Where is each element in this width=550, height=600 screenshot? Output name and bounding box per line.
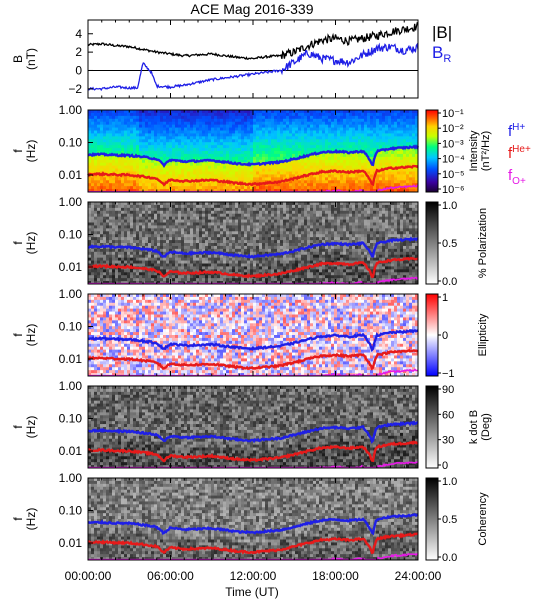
f-h-gyro-line (87, 328, 419, 352)
f-h-gyro-line (87, 420, 419, 444)
x-axis-tick-labels: 00:00:00 06:00:00 12:00:00 18:00:00 24:00:00 (65, 569, 442, 583)
b-total-line (87, 21, 419, 60)
colorbar (425, 109, 439, 193)
colorbar (425, 293, 439, 377)
f-he-gyro-line (87, 349, 419, 371)
y-axis-label: B(nT) (11, 48, 38, 70)
f-he-gyro-line (87, 256, 419, 279)
x-tick-label: 24:00:00 (395, 569, 442, 583)
colorbar-tick-label: 0.5 (442, 238, 457, 250)
y-tick-label: 1.00 (59, 195, 83, 209)
y-tick-label: 4 (75, 27, 82, 41)
y-tick-label: 0.01 (59, 168, 83, 182)
colorbar-label: Coherency (477, 492, 489, 546)
panel-polarization: 1.00 0.10 0.01 f(Hz) 1.0 0.5 0.0 % Polarization (11, 195, 489, 288)
y-tick-label: 1.00 (59, 287, 83, 301)
y-axis-label: f(Hz) (11, 232, 38, 255)
f-h-gyro-line (87, 513, 419, 536)
colorbar-tick-label: 1.0 (442, 476, 457, 488)
y-tick-label: 0.01 (59, 352, 83, 366)
legend-b-total: |B| (432, 23, 452, 42)
colorbar-tick-label: 0.0 (442, 276, 457, 288)
chart-title: ACE Mag 2016-339 (191, 1, 314, 17)
y-tick-label: 0.01 (59, 536, 83, 550)
x-tick-label: 00:00:00 (65, 569, 112, 583)
y-tick-label: 0.10 (59, 412, 83, 426)
y-axis-label: f(Hz) (11, 416, 38, 439)
colorbar-label: % Polarization (477, 208, 489, 278)
colorbar-tick-label: 10⁻² (442, 123, 464, 135)
colorbar (425, 201, 439, 285)
colorbar-label: Ellipticity (477, 313, 489, 356)
colorbar-tick-label: 10⁻³ (442, 138, 464, 150)
colorbar-tick-label: 30 (442, 435, 454, 447)
x-tick-label: 12:00:00 (230, 569, 277, 583)
x-tick-label: 06:00:00 (147, 569, 194, 583)
label-f-h: fH+ (508, 122, 525, 140)
colorbar-tick-label: 0 (442, 460, 448, 472)
y-tick-label: 1.00 (59, 103, 83, 117)
f-he-gyro-line (87, 532, 419, 555)
y-tick-label: 0.10 (59, 320, 83, 334)
spectrogram-image (88, 294, 419, 377)
f-he-gyro-line (87, 440, 419, 463)
colorbar (425, 385, 439, 469)
label-f-o: fO+ (508, 167, 526, 187)
colorbar-label: Intensity(nT²/Hz) (468, 130, 492, 171)
colorbar-tick-label: 90 (442, 384, 454, 396)
panel-wave-normal-angle: 1.00 0.10 0.01 f(Hz) 90 60 30 0 k dot B(Deg) (11, 379, 492, 472)
y-tick-label: 2 (75, 45, 82, 59)
colorbar (425, 477, 439, 561)
colorbar-tick-label: 0 (442, 330, 448, 342)
panel-magnetic-field: 4 2 0 −2 B(nT) |B|BR (11, 19, 452, 99)
f-h-gyro-line (88, 236, 419, 259)
spectrogram-image (88, 202, 419, 285)
y-axis-label: f(Hz) (11, 508, 38, 531)
x-axis-label: Time (UT) (225, 585, 279, 599)
y-tick-label: 0.10 (59, 136, 83, 150)
y-tick-label: 0.01 (59, 260, 83, 274)
panel-ellipticity: 1.00 0.10 0.01 f(Hz) 1 0 −1 Ellipticity (11, 287, 489, 380)
x-tick-label: 18:00:00 (312, 569, 359, 583)
y-tick-label: 0.10 (59, 228, 83, 242)
spectrogram-image (88, 386, 419, 469)
legend-b-r: BR (432, 43, 451, 65)
colorbar-tick-label: 1 (442, 292, 448, 304)
spectrogram-image (88, 478, 419, 561)
colorbar-tick-label: 0.0 (442, 552, 457, 564)
colorbar-tick-label: −1 (442, 368, 455, 380)
panels: 420−2B(nT)|B|BR1.000.100.01f(Hz)10⁻¹10⁻²… (11, 19, 531, 564)
panel-power-spectrum: 1.00 0.10 0.01 f(Hz) 10⁻¹ 10⁻² 10⁻³ 10⁻⁴ 10⁻⁵ 10⁻… (11, 103, 492, 196)
y-tick-label: 1.00 (59, 471, 83, 485)
label-f-he: fHe+ (508, 144, 531, 162)
colorbar-tick-label: 60 (442, 409, 454, 421)
y-tick-label: 0 (75, 63, 82, 77)
y-tick-label: −2 (68, 82, 82, 96)
colorbar-tick-label: 10⁻¹ (442, 108, 464, 120)
b-r-line (87, 42, 419, 92)
panel-coherency: 1.00 0.10 0.01 f(Hz) 1.0 0.5 0.0 Coherency (11, 471, 489, 564)
y-tick-label: 1.00 (59, 379, 83, 393)
f-he-gyro-line (87, 164, 419, 187)
colorbar-tick-label: 10⁻⁶ (442, 184, 465, 196)
colorbar-tick-label: 0.5 (442, 514, 457, 526)
colorbar-label: k dot B(Deg) (468, 410, 492, 444)
colorbar-tick-label: 10⁻⁴ (442, 154, 465, 166)
colorbar-tick-label: 1.0 (442, 200, 457, 212)
y-tick-label: 0.10 (59, 504, 83, 518)
y-axis-label: f(Hz) (11, 140, 38, 163)
y-tick-label: 0.01 (59, 444, 83, 458)
colorbar-tick-label: 10⁻⁵ (442, 169, 465, 181)
f-h-gyro-line (87, 144, 419, 168)
y-axis-label: f(Hz) (11, 324, 38, 347)
